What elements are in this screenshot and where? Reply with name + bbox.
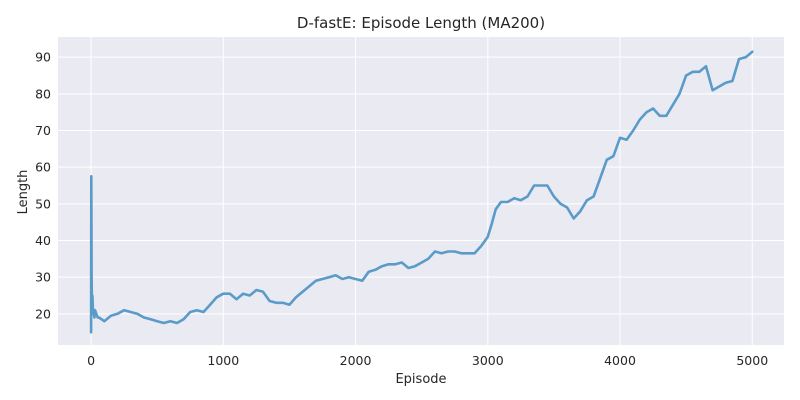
tick-labels: 0 1000 2000 3000 4000 5000 20 30 40 50 60 70 80 90 [35,50,768,368]
y-tick-label: 40 [35,233,51,248]
y-tick-label: 50 [35,196,51,211]
series-line [89,50,754,334]
y-axis-label: Length [16,170,31,215]
series-layer [89,50,754,334]
y-tick-label: 80 [35,86,51,101]
x-tick-label: 4000 [604,353,636,368]
x-tick-label: 5000 [736,353,768,368]
x-tick-label: 2000 [340,353,372,368]
y-tick-label: 60 [35,160,51,175]
plot-area-background [58,37,784,345]
x-axis-label: Episode [395,372,446,387]
x-tick-label: 0 [87,353,95,368]
y-tick-label: 70 [35,123,51,138]
x-tick-label: 3000 [472,353,504,368]
y-tick-label: 90 [35,50,51,65]
y-tick-label: 30 [35,270,51,285]
y-tick-label: 20 [35,306,51,321]
chart-title: D-fastE: Episode Length (MA200) [297,14,545,32]
x-tick-label: 1000 [207,353,239,368]
grid-lines [58,37,784,345]
